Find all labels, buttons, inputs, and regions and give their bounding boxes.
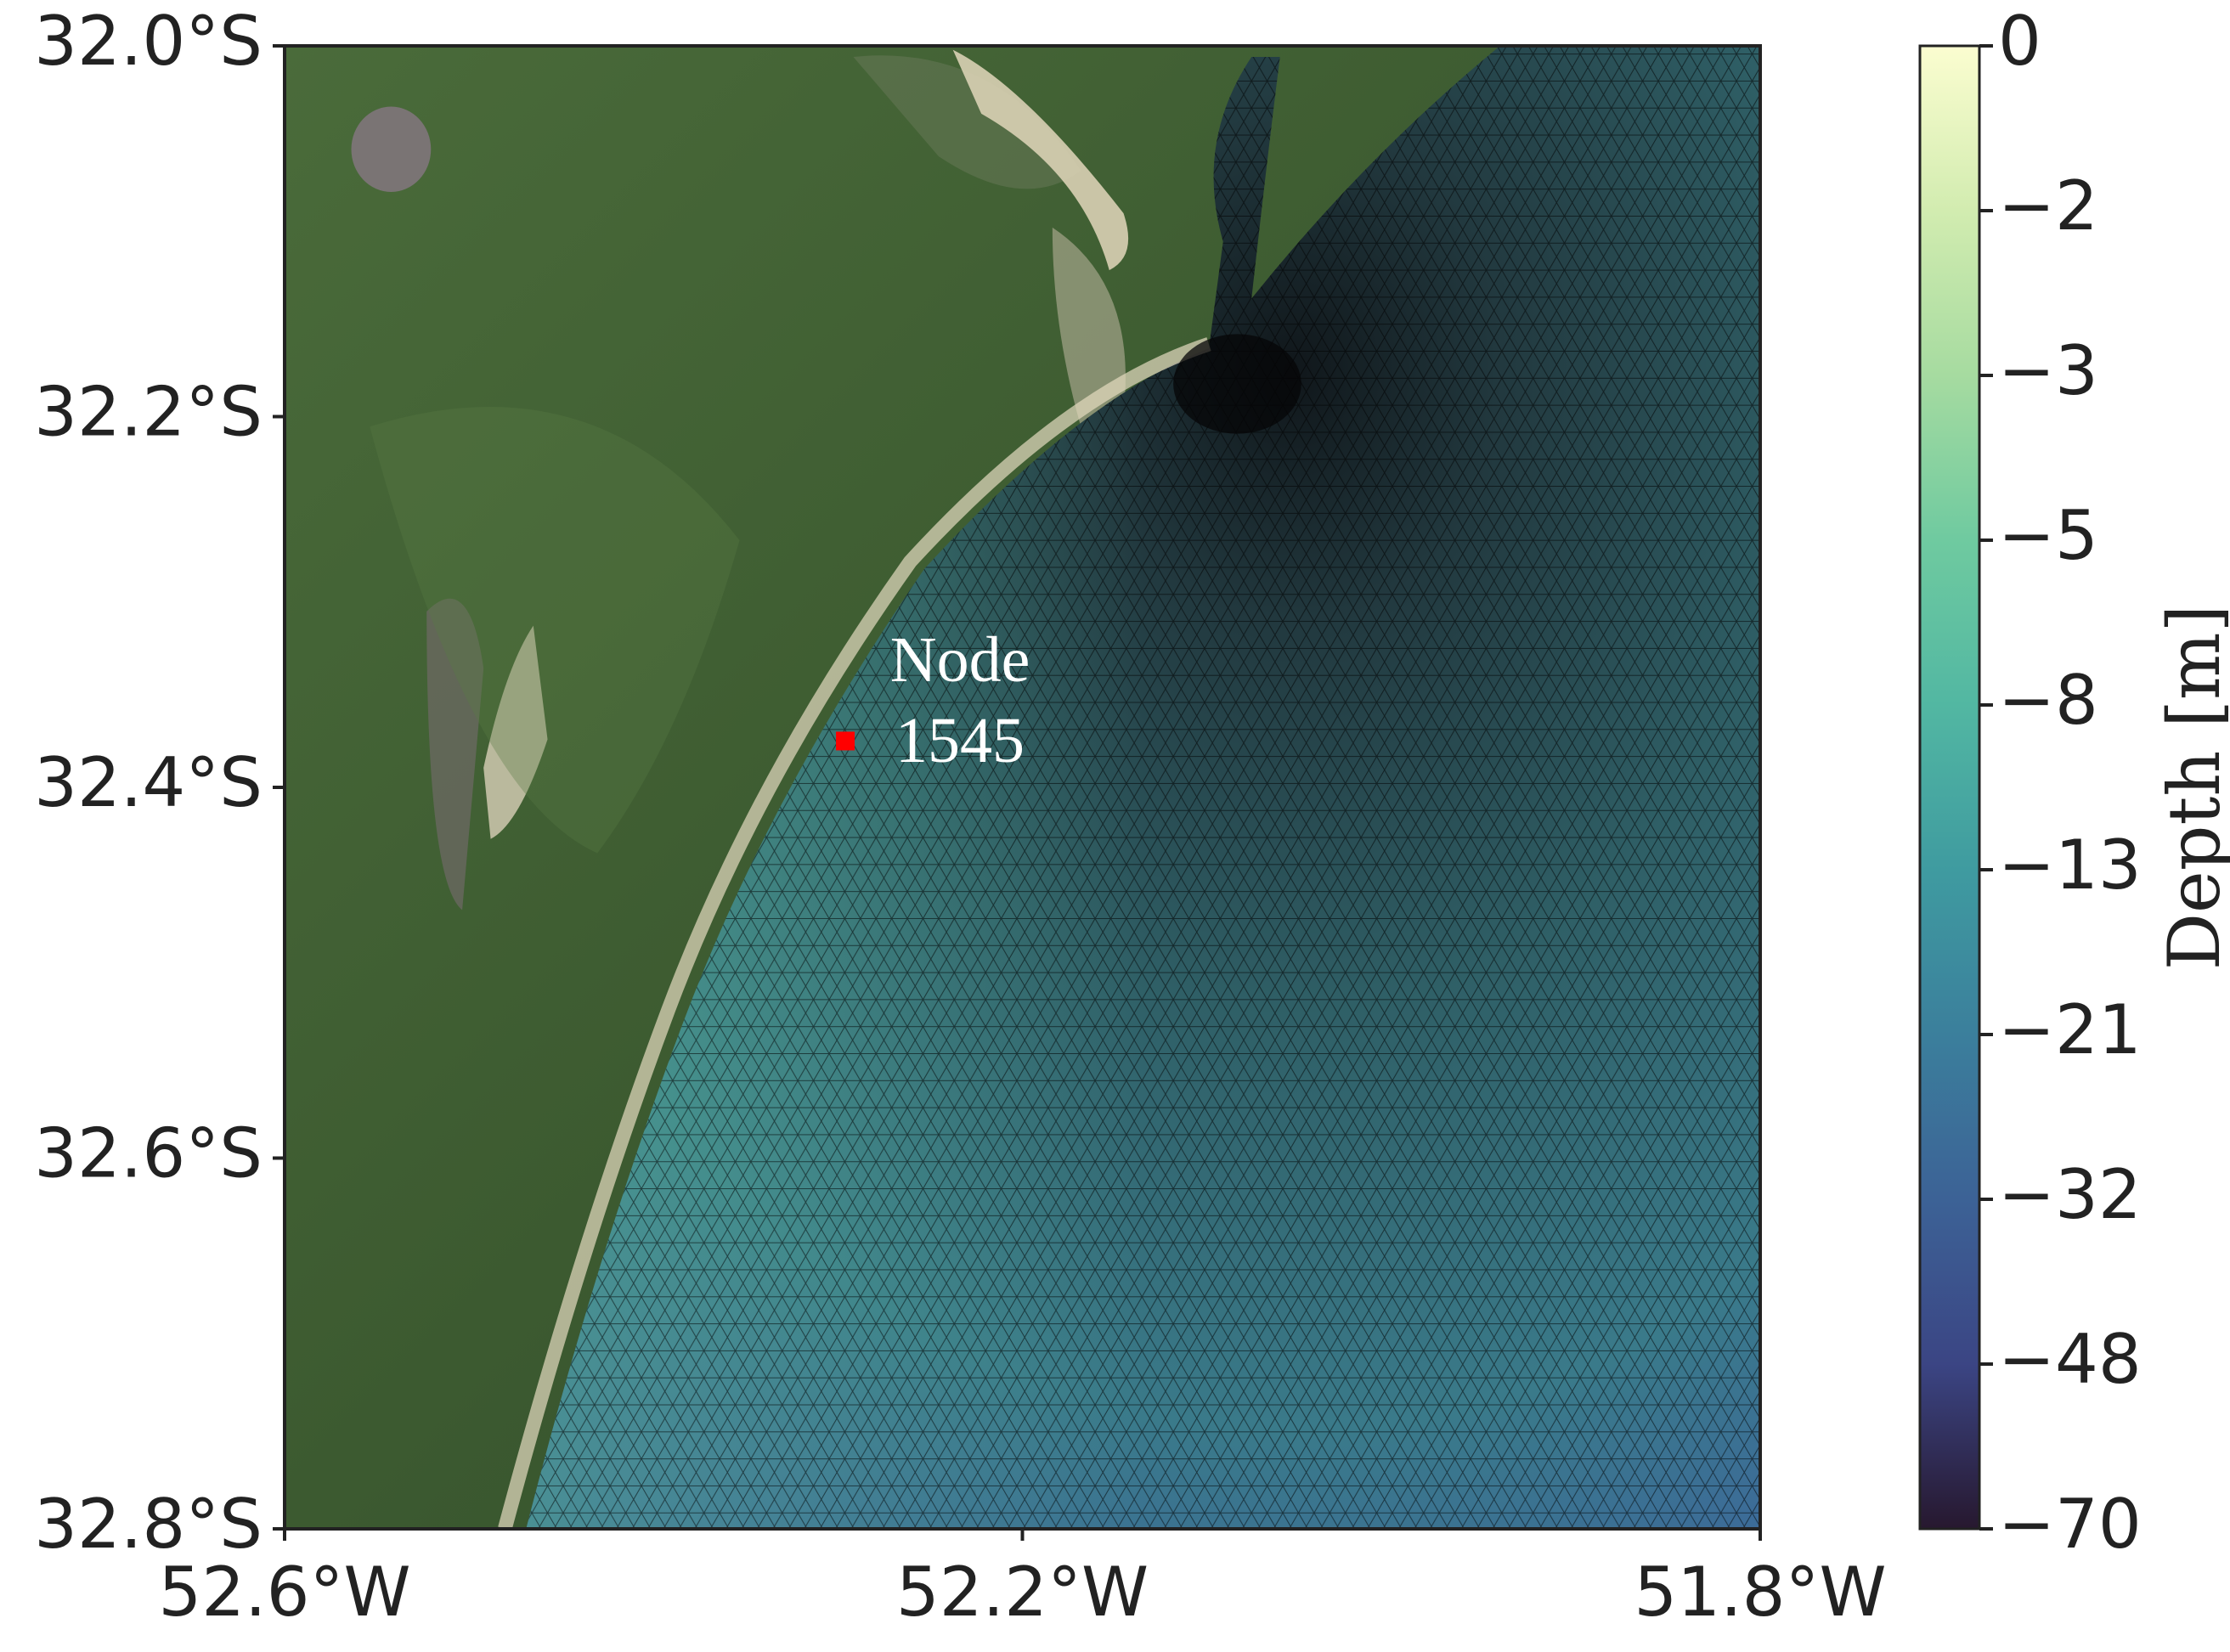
colorbar-tick-label: −32 <box>1998 1155 2142 1234</box>
colorbar-tick-label: 0 <box>1998 2 2041 81</box>
colorbar-tick-label: −48 <box>1998 1320 2142 1399</box>
y-tick-label: 32.6°S <box>34 1114 263 1192</box>
colorbar-tick-label: −3 <box>1998 331 2098 410</box>
colorbar-tick-label: −13 <box>1998 826 2142 905</box>
colorbar-tick-label: −5 <box>1998 496 2098 575</box>
colorbar-tick-label: −21 <box>1998 990 2142 1069</box>
colorbar-tick-label: −8 <box>1998 661 2098 740</box>
colorbar-label: Depth [m] <box>2153 605 2230 971</box>
x-tick-label: 52.2°W <box>896 1553 1149 1632</box>
x-tick-label: 51.8°W <box>1634 1553 1886 1632</box>
colorbar-tick-label: −70 <box>1998 1485 2142 1564</box>
map-background <box>284 45 1761 1529</box>
x-tick-label: 52.6°W <box>158 1553 410 1632</box>
y-tick-label: 32.2°S <box>34 372 263 451</box>
node-label: 1545 <box>895 705 1025 776</box>
y-tick-label: 32.4°S <box>34 743 263 822</box>
y-tick-label: 32.8°S <box>34 1485 263 1564</box>
node-marker <box>836 731 855 751</box>
y-tick-label: 32.0°S <box>34 2 263 81</box>
colorbar-tick-label: −2 <box>1998 166 2098 245</box>
node-label: Node <box>890 624 1030 696</box>
colorbar <box>1918 44 1981 1531</box>
